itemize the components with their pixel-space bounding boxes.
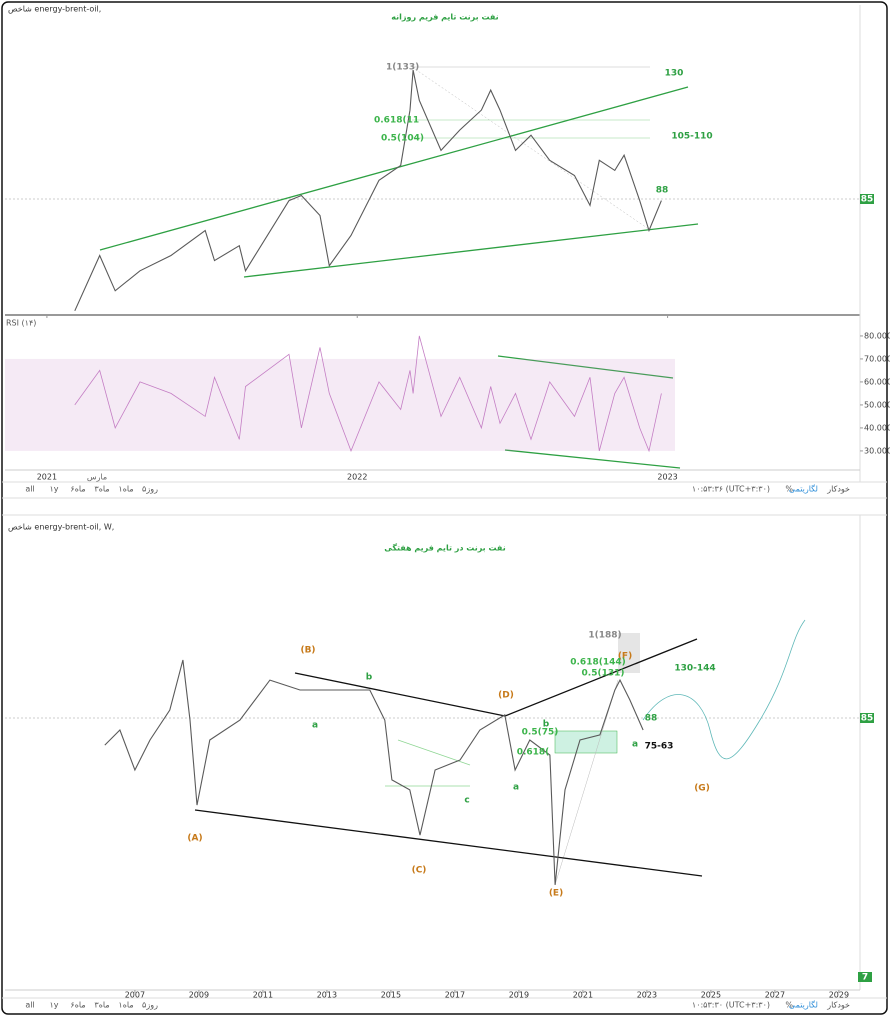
annotation: 7 — [862, 973, 868, 983]
trend-line — [504, 638, 698, 717]
rsi-tick-label: 60.0000 — [864, 377, 890, 386]
toolbar-button[interactable]: ۱۰:۵۳:۳۶ (UTC+۳:۳۰) — [692, 485, 770, 494]
annotation: 0.5(104) — [381, 134, 424, 144]
trend-line — [294, 672, 506, 717]
annotation: (B) — [300, 646, 315, 656]
rsi-tick-label: 30.0000 — [864, 446, 890, 455]
annotation: 1(133) — [386, 63, 419, 73]
rsi-channel — [497, 355, 674, 379]
toolbar-button[interactable]: ۶ماه — [70, 485, 85, 494]
x-tick-label: 2021 — [573, 991, 593, 1000]
toolbar-button[interactable]: روز۵ — [142, 1001, 158, 1010]
annotation: 0.618(144) — [570, 658, 625, 668]
projection-path — [642, 619, 806, 760]
fib-zone — [618, 633, 640, 673]
x-tick-label: 2017 — [445, 991, 465, 1000]
annotation: a — [312, 721, 318, 731]
annotation: (D) — [498, 691, 514, 701]
x-tick-label: 2027 — [765, 991, 785, 1000]
annotation: b — [366, 673, 373, 683]
trend-line — [194, 809, 703, 877]
rsi-band — [5, 358, 675, 451]
annotation: 85 — [861, 714, 874, 724]
rsi-label: RSI (۱۴) — [6, 319, 36, 328]
trend-line — [99, 86, 689, 251]
annotation: (G) — [694, 784, 710, 794]
toolbar-button[interactable]: ۱ماه — [118, 1001, 133, 1010]
annotation: 0.5(75) — [522, 728, 559, 738]
annotation: b — [543, 720, 550, 730]
toolbar-button[interactable]: ۳ماه — [94, 485, 109, 494]
x-tick-label: 2023 — [637, 991, 657, 1000]
x-tick-label: 2021 — [37, 473, 57, 482]
toolbar-button[interactable]: ۱y — [49, 1001, 58, 1010]
toolbar-button[interactable]: خودکار — [826, 485, 850, 494]
toolbar-button[interactable]: % — [785, 485, 793, 494]
x-tick-label: 2011 — [253, 991, 273, 1000]
price-badge — [860, 194, 874, 204]
annotation: 105-110 — [671, 132, 712, 142]
chart-title: نفت برنت تایم فریم روزانه — [391, 13, 498, 22]
fib-diagonal — [554, 679, 619, 886]
x-tick-label: 2022 — [347, 473, 367, 482]
annotation: 0.618( — [517, 748, 550, 758]
price-badge — [858, 972, 872, 982]
chart-header: شاخص energy-brent-oil, W, — [8, 523, 114, 532]
annotation: 130-144 — [674, 664, 715, 674]
month-label: مارس — [87, 473, 107, 482]
x-tick-label: 2019 — [509, 991, 529, 1000]
chart-header: شاخص energy-brent-oil, — [8, 5, 101, 14]
toolbar-button[interactable]: all — [25, 485, 34, 494]
x-tick-label: 2025 — [701, 991, 721, 1000]
x-tick-label: 2015 — [381, 991, 401, 1000]
toolbar-button[interactable]: all — [25, 1001, 34, 1010]
annotation: 1(188) — [588, 631, 621, 641]
toolbar-button[interactable]: روز۵ — [142, 485, 158, 494]
price-badge — [860, 713, 874, 723]
chart-title: نفت برنت در تایم فریم هفتگی — [384, 543, 505, 553]
annotation: (F) — [618, 652, 632, 662]
price-line — [104, 659, 644, 885]
toolbar-button[interactable]: ۱۰:۵۳:۳۰ (UTC+۳:۳۰) — [692, 1001, 770, 1010]
toolbar-button[interactable]: خودکار — [826, 1001, 850, 1010]
toolbar-button[interactable]: لگاریتمی — [789, 484, 818, 494]
annotation: 0.5(131) — [582, 669, 625, 679]
toolbar-button[interactable]: ۱y — [49, 485, 58, 494]
rsi-channel — [504, 449, 681, 469]
annotation: c — [464, 796, 469, 806]
annotation: a — [513, 783, 519, 793]
toolbar-button[interactable]: لگاریتمی — [789, 1000, 818, 1010]
annotation: 0.618(11 — [374, 116, 419, 126]
rsi-line — [74, 335, 662, 453]
annotation: (C) — [412, 866, 427, 876]
price-line — [74, 69, 662, 312]
rsi-tick-label: 70.0000 — [864, 354, 890, 363]
fib-diagonal — [411, 66, 651, 231]
annotation: (A) — [187, 834, 202, 844]
x-tick-label: 2029 — [829, 991, 849, 1000]
annotation: 88 — [656, 186, 669, 196]
toolbar-button[interactable]: ۶ماه — [70, 1001, 85, 1010]
annotation: a — [632, 740, 638, 750]
x-tick-label: 2009 — [189, 991, 209, 1000]
annotation: 85 — [861, 195, 874, 205]
rsi-tick-label: 50.0000 — [864, 400, 890, 409]
annotation: 88 — [645, 714, 658, 724]
toolbar-button[interactable]: % — [785, 1001, 793, 1010]
x-tick-label: 2007 — [125, 991, 145, 1000]
fib-diagonal — [397, 739, 471, 766]
annotation: (E) — [549, 889, 563, 899]
trend-line — [243, 223, 699, 278]
x-tick-label: 2023 — [657, 473, 677, 482]
rsi-tick-label: 40.0000 — [864, 423, 890, 432]
annotation: 130 — [665, 69, 684, 79]
rsi-tick-label: 80.0000 — [864, 331, 890, 340]
toolbar-button[interactable]: ۱ماه — [118, 485, 133, 494]
fib-zone — [554, 730, 618, 754]
x-tick-label: 2013 — [317, 991, 337, 1000]
annotation: 75-63 — [645, 742, 674, 752]
toolbar-button[interactable]: ۳ماه — [94, 1001, 109, 1010]
